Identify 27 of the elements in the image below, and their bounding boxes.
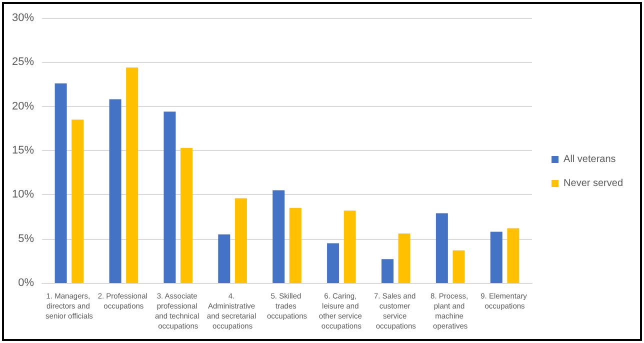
bar xyxy=(344,210,356,283)
bar xyxy=(218,234,230,283)
y-tick-label: 0% xyxy=(18,277,34,289)
y-tick-label: 25% xyxy=(12,56,34,68)
bar xyxy=(126,67,138,283)
bar xyxy=(234,198,247,283)
bar xyxy=(54,83,67,283)
bar xyxy=(507,228,520,283)
y-tick-label: 10% xyxy=(12,188,34,201)
bar xyxy=(109,99,122,283)
bar xyxy=(452,250,465,283)
bar xyxy=(164,112,176,283)
legend-label: Never served xyxy=(564,178,623,189)
bar xyxy=(289,208,302,283)
bar xyxy=(327,243,340,283)
y-tick-label: 20% xyxy=(12,100,34,112)
legend-label: All veterans xyxy=(564,154,616,165)
y-tick-label: 15% xyxy=(12,144,34,156)
bar xyxy=(272,190,285,283)
bar xyxy=(72,120,84,283)
bar xyxy=(490,232,502,283)
y-tick-label: 5% xyxy=(18,232,34,245)
bar xyxy=(398,234,410,283)
bar xyxy=(436,213,448,283)
bar xyxy=(381,259,394,283)
bar xyxy=(180,148,193,283)
y-tick-label: 30% xyxy=(12,12,34,24)
